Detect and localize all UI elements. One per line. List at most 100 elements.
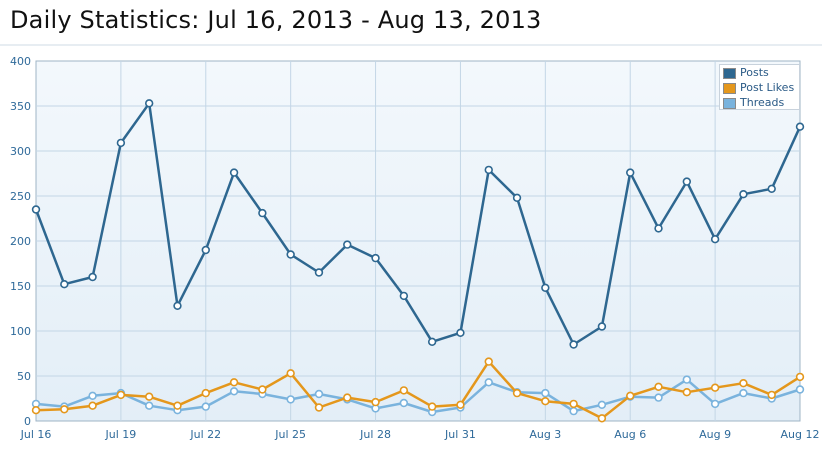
data-point-posts (654, 224, 663, 233)
data-point-post-likes (60, 405, 69, 414)
title-divider (0, 44, 822, 46)
data-point-posts (201, 245, 210, 255)
data-point-threads (682, 375, 692, 384)
data-point-post-likes (456, 400, 465, 409)
data-point-post-likes (399, 386, 409, 395)
data-point-post-likes (682, 388, 692, 397)
chart-legend: Posts Post Likes Threads (719, 64, 800, 110)
series-group (31, 99, 805, 423)
x-tick-label: Aug 6 (614, 428, 646, 441)
data-point-posts (484, 165, 493, 175)
data-point-posts (229, 168, 239, 177)
data-point-post-likes (767, 390, 776, 400)
x-tick-label: Aug 3 (529, 428, 561, 441)
y-tick-label: 300 (10, 145, 31, 158)
data-point-threads (314, 389, 324, 399)
data-point-posts (371, 253, 380, 263)
data-point-post-likes (569, 399, 578, 409)
series-posts (31, 99, 805, 349)
data-point-post-likes (201, 388, 210, 398)
data-point-post-likes (88, 401, 97, 410)
data-point-post-likes (258, 385, 267, 394)
x-tick-label: Aug 12 (781, 428, 820, 441)
data-point-posts (427, 337, 437, 346)
data-point-threads (654, 393, 663, 402)
data-point-post-likes (427, 402, 437, 411)
data-point-posts (739, 190, 748, 199)
x-axis-ticks: Jul 16 Jul 19 Jul 22 Jul 25 Jul 28 Jul 31 Aug … (20, 428, 820, 441)
legend-label-posts: Posts (740, 66, 769, 79)
data-point-posts (541, 283, 550, 292)
legend-item-post-likes: Post Likes (723, 81, 799, 95)
data-point-posts (116, 138, 126, 148)
y-tick-label: 200 (10, 235, 31, 248)
data-point-post-likes (371, 397, 380, 407)
legend-swatch-posts (723, 68, 736, 79)
data-point-posts (314, 268, 324, 277)
data-point-post-likes (597, 414, 607, 423)
legend-label-post-likes: Post Likes (740, 81, 795, 94)
y-tick-label: 400 (10, 55, 31, 68)
legend-swatch-post-likes (723, 83, 736, 94)
data-point-post-likes (31, 406, 41, 415)
data-point-posts (767, 184, 776, 194)
x-tick-label: Aug 9 (699, 428, 731, 441)
data-point-post-likes (286, 369, 295, 378)
data-point-threads (144, 401, 154, 410)
x-tick-label: Jul 25 (274, 428, 306, 441)
series-line-posts (34, 102, 802, 346)
data-point-post-likes (116, 390, 126, 400)
data-point-post-likes (173, 401, 182, 410)
data-point-post-likes (144, 392, 154, 401)
y-tick-label: 150 (10, 280, 31, 293)
x-tick-label: Jul 28 (359, 428, 391, 441)
data-point-post-likes (484, 357, 493, 366)
legend-label-threads: Threads (740, 96, 785, 109)
page-title: Daily Statistics: Jul 16, 2013 - Aug 13,… (10, 6, 542, 34)
data-point-post-likes (710, 383, 720, 392)
legend-item-posts: Posts (723, 66, 799, 80)
data-point-posts (286, 250, 295, 259)
y-tick-label: 50 (17, 370, 31, 383)
data-point-threads (286, 395, 295, 404)
data-point-post-likes (229, 378, 239, 387)
data-point-post-likes (314, 403, 324, 412)
data-point-post-likes (739, 379, 748, 388)
x-tick-label: Jul 19 (105, 428, 137, 441)
series-post-likes (31, 357, 805, 423)
data-point-post-likes (795, 372, 805, 382)
data-point-posts (173, 301, 182, 310)
data-point-posts (795, 122, 805, 131)
data-point-threads (597, 400, 607, 409)
data-point-threads (201, 402, 210, 411)
data-point-threads (569, 406, 578, 416)
legend-swatch-threads (723, 98, 736, 109)
data-point-posts (682, 177, 692, 186)
y-tick-label: 100 (10, 325, 31, 338)
x-tick-label: Jul 22 (189, 428, 221, 441)
data-point-threads (739, 388, 748, 398)
data-point-post-likes (541, 397, 550, 406)
y-tick-label: 350 (10, 100, 31, 113)
series-line-post-likes (34, 360, 802, 420)
data-point-threads (541, 388, 550, 398)
y-axis-ticks: 0 50 100 150 200 250 300 350 400 (10, 55, 31, 428)
data-point-posts (343, 240, 352, 249)
data-point-threads (229, 387, 239, 396)
y-tick-label: 250 (10, 190, 31, 203)
data-point-post-likes (512, 388, 522, 398)
x-tick-label: Jul 16 (20, 428, 52, 441)
data-point-posts (512, 193, 522, 203)
data-point-posts (710, 235, 720, 244)
y-tick-label: 0 (24, 415, 31, 428)
x-tick-label: Jul 31 (444, 428, 476, 441)
data-point-posts (597, 322, 607, 331)
legend-item-threads: Threads (723, 96, 799, 110)
data-point-post-likes (343, 393, 352, 402)
data-point-threads (710, 399, 720, 409)
data-point-threads (399, 398, 409, 408)
data-point-posts (456, 328, 465, 337)
grid-lines (36, 61, 800, 421)
data-point-posts (144, 99, 154, 108)
